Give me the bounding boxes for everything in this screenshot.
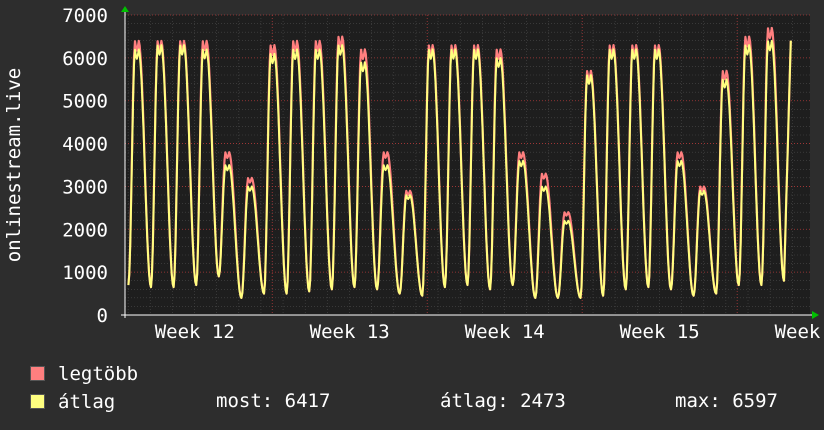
x-tick-labels: Week 12 Week 13 Week 14 Week 15 Week 16 xyxy=(155,321,824,343)
stat-now: most: 6417 xyxy=(216,390,331,412)
legend-item-legtobb: legtöbb xyxy=(30,361,138,387)
legend-label-legtobb: legtöbb xyxy=(58,363,139,385)
x-tick-label: Week 15 xyxy=(620,321,700,343)
series-line-atlag xyxy=(127,39,792,299)
x-tick-label: Week 13 xyxy=(310,321,390,343)
legend-label-atlag: átlag xyxy=(58,391,116,413)
y-axis-arrow xyxy=(121,6,129,12)
legend-swatch-atlag xyxy=(30,394,45,409)
stat-max: max: 6597 xyxy=(675,390,778,412)
y-tick-label: 1000 xyxy=(62,262,108,284)
x-tick-label: Week 14 xyxy=(465,321,545,343)
y-tick-labels: 0 1000 2000 3000 4000 5000 6000 7000 xyxy=(62,5,108,327)
y-tick-label: 7000 xyxy=(62,5,108,27)
y-tick-label: 0 xyxy=(97,305,108,327)
legend-swatch-legtobb xyxy=(30,366,45,381)
x-axis-arrow xyxy=(812,311,819,319)
legend-item-atlag: átlag xyxy=(30,389,115,415)
x-tick-label: Week 12 xyxy=(155,321,235,343)
y-tick-label: 3000 xyxy=(62,176,108,198)
y-tick-label: 4000 xyxy=(62,134,108,156)
y-axis-label: onlinestream.live xyxy=(3,68,25,262)
y-tick-label: 5000 xyxy=(62,91,108,113)
stat-average: átlag: 2473 xyxy=(440,390,566,412)
y-tick-label: 6000 xyxy=(62,48,108,70)
y-tick-label: 2000 xyxy=(62,219,108,241)
x-tick-label: Week 16 xyxy=(775,321,824,343)
